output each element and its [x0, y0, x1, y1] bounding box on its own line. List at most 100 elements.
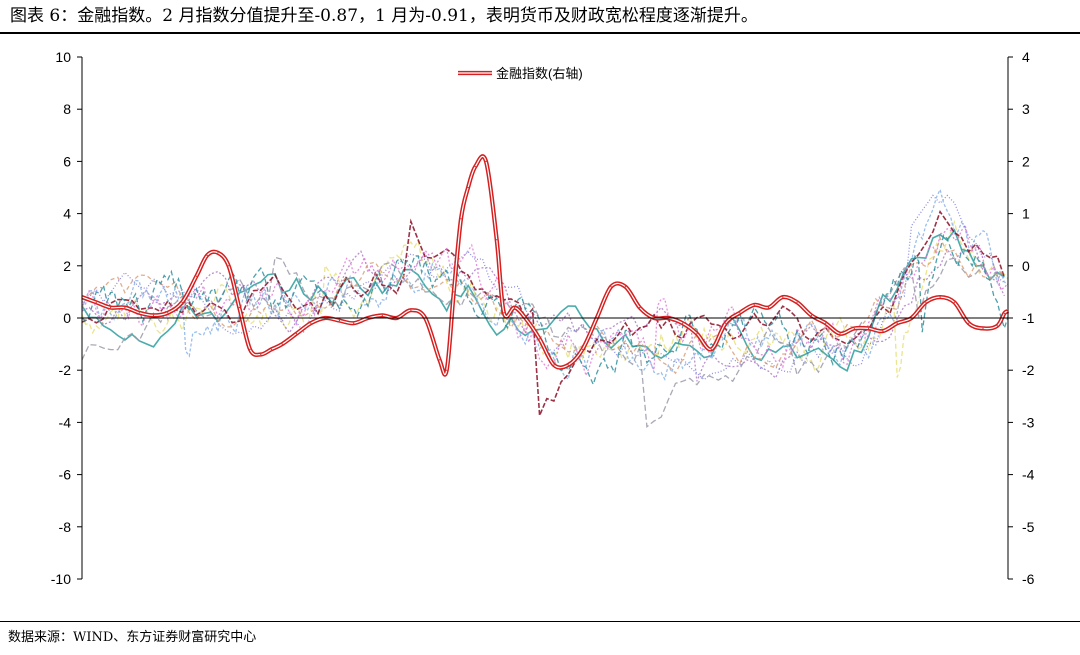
financial-index-point — [110, 307, 112, 309]
financial-index-point — [124, 307, 126, 309]
financial-index-point — [485, 160, 487, 162]
financial-index-point — [338, 320, 340, 322]
financial-index-point — [152, 314, 155, 316]
right-tick-label: 0 — [1022, 258, 1030, 274]
financial-index-point — [696, 333, 698, 335]
financial-index-point — [138, 312, 140, 314]
financial-index-point — [474, 166, 476, 168]
financial-index-point — [682, 322, 684, 324]
right-tick-label: -2 — [1022, 362, 1035, 378]
financial-index-point — [624, 286, 627, 288]
background-line-6 — [81, 209, 1006, 416]
financial-index-point — [968, 322, 970, 324]
financial-index-point — [453, 291, 455, 293]
financial-index-point — [782, 296, 784, 298]
financial-index-point — [270, 348, 273, 350]
financial-index-point — [639, 307, 641, 309]
chart-axes: -10-8-6-4-20246810-6-5-4-3-2-10123400-07… — [51, 49, 1035, 587]
financial-index-line — [81, 154, 1010, 377]
financial-index-point — [753, 304, 755, 306]
financial-index-chart: -10-8-6-4-20246810-6-5-4-3-2-10123400-07… — [51, 49, 1035, 587]
financial-index-point — [260, 353, 262, 356]
financial-index-point — [295, 333, 298, 335]
financial-index-point — [281, 343, 283, 345]
left-tick-label: -8 — [59, 519, 72, 535]
right-tick-label: -5 — [1022, 519, 1035, 535]
financial-index-point — [982, 327, 984, 329]
financial-index-point — [249, 348, 251, 350]
financial-index-point — [610, 286, 612, 288]
right-tick-label: 2 — [1022, 153, 1030, 169]
financial-index-point — [882, 330, 884, 332]
left-tick-label: 2 — [63, 258, 71, 274]
financial-index-point — [238, 307, 240, 309]
left-tick-label: -4 — [59, 414, 72, 430]
financial-index-point — [996, 325, 998, 327]
caption-rule — [0, 32, 1080, 34]
financial-index-point — [381, 314, 383, 316]
right-tick-label: -6 — [1022, 571, 1035, 587]
financial-index-point — [739, 312, 741, 314]
financial-index-point — [496, 239, 498, 241]
financial-index-series-outer — [81, 154, 1010, 377]
left-tick-label: 0 — [63, 310, 71, 326]
financial-index-point — [925, 301, 927, 303]
financial-index-point — [896, 322, 898, 324]
financial-index-point — [1003, 312, 1006, 314]
left-tick-label: -10 — [51, 571, 71, 587]
chart-legend: 金融指数(右轴) — [458, 66, 583, 81]
financial-index-point — [310, 322, 312, 324]
background-line-8 — [81, 236, 1005, 375]
financial-index-point — [939, 296, 941, 298]
financial-index-point — [460, 218, 462, 220]
background-line-9 — [81, 194, 1005, 381]
financial-index-point — [539, 338, 541, 340]
financial-index-point — [796, 301, 798, 303]
right-tick-label: -4 — [1022, 467, 1035, 483]
financial-index-series-inner — [81, 155, 1009, 376]
financial-index-point — [195, 275, 197, 277]
financial-index-point — [868, 327, 870, 329]
financial-index-point — [95, 301, 97, 303]
financial-index-point — [853, 327, 855, 329]
right-tick-label: -3 — [1022, 414, 1035, 430]
financial-index-point — [553, 364, 555, 366]
financial-index-point — [181, 301, 183, 303]
source-note: 数据来源：WIND、东方证券财富研究中心 — [8, 630, 257, 645]
financial-index-point — [167, 312, 169, 314]
financial-index-point — [725, 322, 727, 324]
financial-index-point — [581, 348, 584, 350]
financial-index-point — [410, 309, 412, 311]
chart-caption: 图表 6：金融指数。2 月指数分值提升至-0.87，1 月为-0.91，表明货币… — [10, 6, 758, 26]
right-tick-label: -1 — [1022, 310, 1035, 326]
financial-index-point — [567, 364, 569, 366]
financial-index-point — [438, 359, 441, 361]
financial-index-point — [825, 322, 827, 324]
financial-index-point — [810, 314, 813, 316]
left-tick-label: -6 — [59, 467, 72, 483]
right-tick-label: 3 — [1022, 101, 1030, 117]
financial-index-point — [710, 348, 712, 350]
financial-index-point — [953, 301, 956, 303]
left-tick-label: 6 — [63, 153, 71, 169]
left-tick-label: 10 — [55, 49, 71, 65]
left-tick-label: 8 — [63, 101, 71, 117]
financial-index-point — [767, 307, 770, 309]
financial-index-point — [503, 312, 505, 314]
source-rule — [0, 621, 1080, 622]
left-tick-label: 4 — [63, 206, 71, 222]
right-tick-label: 4 — [1022, 49, 1030, 65]
financial-index-point — [839, 333, 841, 335]
financial-index-point — [467, 186, 469, 189]
legend-label: 金融指数(右轴) — [496, 66, 583, 81]
financial-index-point — [514, 307, 516, 309]
background-line-10 — [81, 234, 1009, 387]
financial-index-point — [217, 252, 219, 254]
left-tick-label: -2 — [59, 362, 72, 378]
background-indicator-lines — [81, 187, 1009, 428]
financial-index-point — [353, 322, 355, 324]
right-tick-label: 1 — [1022, 206, 1030, 222]
financial-index-point — [446, 369, 448, 371]
financial-index-point — [228, 265, 230, 267]
financial-index-point — [206, 254, 208, 256]
